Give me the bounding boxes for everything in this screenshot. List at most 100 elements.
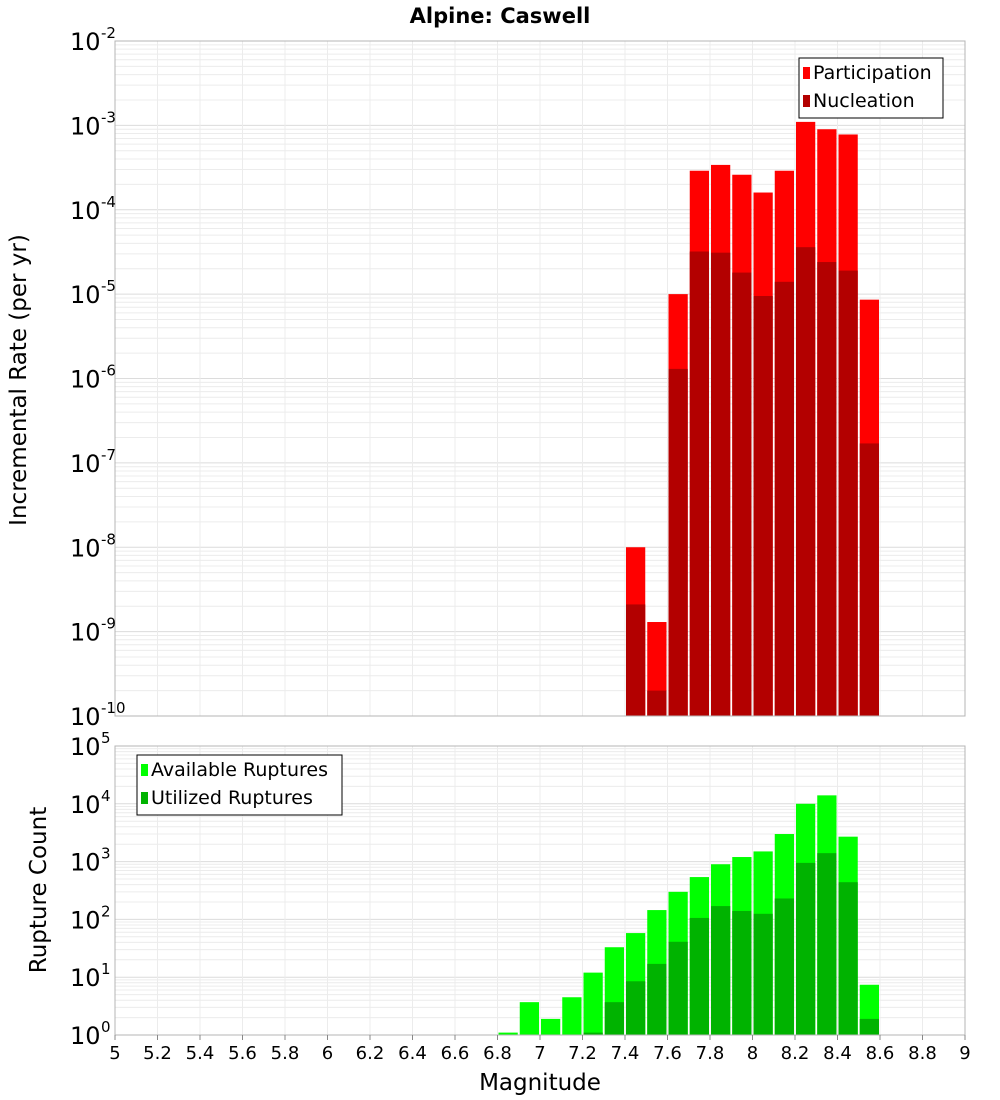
nucleation-bar	[796, 247, 816, 716]
available-ruptures-bar	[541, 1018, 561, 1035]
y-tick-exponent: 1	[101, 960, 111, 978]
utilized-ruptures-bar	[838, 882, 858, 1035]
top-series-1	[626, 247, 879, 716]
nucleation-bar	[647, 690, 667, 716]
x-tick-label: 6.6	[441, 1043, 470, 1064]
x-tick-label: 7.2	[568, 1043, 597, 1064]
y-tick-label: 10	[70, 112, 101, 140]
utilized-ruptures-bar	[668, 941, 688, 1035]
legend-label: Utilized Ruptures	[151, 787, 313, 809]
y-tick-label: 10	[70, 849, 101, 877]
available-ruptures-bar	[583, 972, 603, 1035]
bottom-series-1	[583, 853, 879, 1035]
x-tick-label: 7	[534, 1043, 545, 1064]
x-tick-label: 6.4	[398, 1043, 427, 1064]
legend-swatch	[141, 764, 148, 776]
x-tick-label: 5.4	[186, 1043, 215, 1064]
x-tick-label: 8.6	[866, 1043, 895, 1064]
y-tick-label: 10	[70, 450, 101, 478]
utilized-ruptures-bar	[732, 910, 752, 1035]
y-tick-label: 10	[70, 281, 101, 309]
x-tick-label: 9	[959, 1043, 970, 1064]
nucleation-bar	[626, 604, 646, 716]
y-tick-exponent: 4	[101, 787, 111, 805]
utilized-ruptures-bar	[583, 1032, 603, 1035]
y-tick-exponent: 2	[101, 902, 111, 920]
nucleation-bar	[668, 368, 688, 716]
y-tick-exponent: -7	[101, 446, 116, 464]
nucleation-bar	[838, 270, 858, 716]
y-tick-exponent: 3	[101, 845, 111, 863]
x-tick-label: 6	[322, 1043, 333, 1064]
utilized-ruptures-bar	[711, 906, 731, 1035]
x-tick-label: 6.2	[356, 1043, 385, 1064]
legend-swatch	[803, 95, 810, 107]
x-tick-label: 5	[109, 1043, 120, 1064]
x-tick-label: 5.6	[228, 1043, 257, 1064]
x-tick-label: 8	[747, 1043, 758, 1064]
utilized-ruptures-bar	[774, 898, 794, 1035]
y-tick-exponent: -10	[101, 699, 126, 717]
utilized-ruptures-bar	[817, 853, 837, 1035]
y-tick-exponent: -2	[101, 24, 116, 42]
y-tick-exponent: -3	[101, 108, 116, 126]
bottom-y-axis-label: Rupture Count	[26, 807, 52, 973]
x-tick-label: 8.8	[908, 1043, 937, 1064]
x-tick-label: 5.8	[271, 1043, 300, 1064]
y-tick-label: 10	[70, 197, 101, 225]
x-tick-label: 7.8	[696, 1043, 725, 1064]
utilized-ruptures-bar	[626, 981, 646, 1035]
y-tick-label: 10	[70, 906, 101, 934]
utilized-ruptures-bar	[859, 1018, 879, 1035]
x-axis-label: Magnitude	[479, 1070, 601, 1096]
y-tick-label: 10	[70, 791, 101, 819]
nucleation-bar	[774, 281, 794, 716]
nucleation-bar	[859, 443, 879, 716]
legend-label: Participation	[813, 62, 932, 84]
legend-label: Available Ruptures	[151, 759, 328, 781]
y-tick-exponent: -8	[101, 530, 116, 548]
utilized-ruptures-bar	[796, 862, 816, 1035]
legend-box	[798, 57, 944, 119]
x-tick-label: 6.8	[483, 1043, 512, 1064]
utilized-ruptures-bar	[647, 963, 667, 1035]
available-ruptures-bar	[519, 1002, 539, 1035]
legend-swatch	[141, 792, 148, 804]
y-tick-label: 10	[70, 733, 101, 761]
x-tick-label: 7.4	[611, 1043, 640, 1064]
top-grid	[114, 40, 966, 717]
x-tick-label: 8.4	[823, 1043, 852, 1064]
nucleation-bar	[689, 251, 709, 716]
chart-title: Alpine: Caswell	[410, 4, 591, 28]
top-y-axis-label: Incremental Rate (per yr)	[6, 234, 32, 526]
top-legend: Participation Nucleation	[798, 57, 944, 119]
y-tick-label: 10	[70, 703, 101, 731]
bottom-legend: Available Ruptures Utilized Ruptures	[136, 754, 343, 816]
utilized-ruptures-bar	[689, 917, 709, 1035]
available-ruptures-bar	[498, 1032, 518, 1035]
utilized-ruptures-bar	[753, 913, 773, 1035]
y-tick-label: 10	[70, 534, 101, 562]
y-tick-label: 10	[70, 366, 101, 394]
y-tick-exponent: 5	[101, 729, 111, 747]
top-plot-frame	[114, 40, 966, 717]
y-tick-label: 10	[70, 619, 101, 647]
nucleation-bar	[732, 272, 752, 716]
legend-box	[136, 754, 343, 816]
available-ruptures-bar	[562, 997, 582, 1035]
y-tick-exponent: -6	[101, 362, 116, 380]
y-tick-label: 10	[70, 964, 101, 992]
y-tick-exponent: 0	[101, 1018, 111, 1036]
x-tick-label: 8.2	[781, 1043, 810, 1064]
y-tick-exponent: -4	[101, 193, 116, 211]
y-tick-exponent: -5	[101, 277, 116, 295]
nucleation-bar	[817, 262, 837, 716]
nucleation-bar	[753, 296, 773, 716]
legend-swatch	[803, 67, 810, 79]
x-tick-label: 5.2	[143, 1043, 172, 1064]
y-tick-exponent: -9	[101, 615, 116, 633]
